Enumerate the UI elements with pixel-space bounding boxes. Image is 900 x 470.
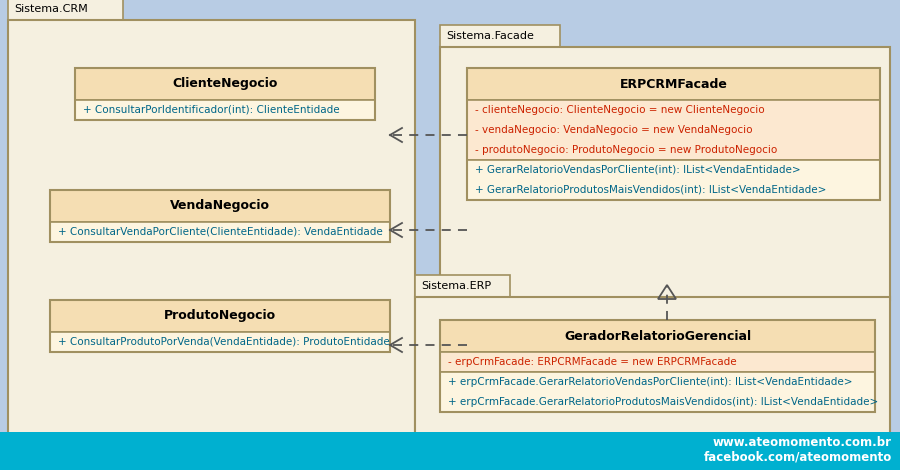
- Text: Sistema.Facade: Sistema.Facade: [446, 31, 534, 41]
- Bar: [50, 332, 390, 352]
- Text: - produtoNegocio: ProdutoNegocio = new ProdutoNegocio: - produtoNegocio: ProdutoNegocio = new P…: [475, 145, 778, 155]
- Bar: [8, 0, 123, 20]
- Bar: [440, 25, 560, 47]
- Text: ProdutoNegocio: ProdutoNegocio: [164, 310, 276, 322]
- Bar: [415, 275, 510, 297]
- Bar: [440, 47, 890, 300]
- Bar: [75, 68, 375, 120]
- Text: + ConsultarPorIdentificador(int): ClienteEntidade: + ConsultarPorIdentificador(int): Client…: [83, 105, 339, 115]
- Text: + GerarRelatorioVendasPorCliente(int): IList<VendaEntidade>: + GerarRelatorioVendasPorCliente(int): I…: [475, 165, 801, 175]
- Bar: [50, 300, 390, 352]
- Bar: [75, 100, 375, 120]
- Bar: [50, 190, 390, 242]
- Text: Sistema.CRM: Sistema.CRM: [14, 4, 88, 14]
- Bar: [467, 68, 880, 100]
- Text: ERPCRMFacade: ERPCRMFacade: [619, 78, 727, 91]
- Bar: [440, 320, 875, 412]
- Text: Sistema.ERP: Sistema.ERP: [421, 281, 491, 291]
- Text: + erpCrmFacade.GerarRelatorioVendasPorCliente(int): IList<VendaEntidade>: + erpCrmFacade.GerarRelatorioVendasPorCl…: [448, 377, 852, 387]
- Text: + ConsultarProdutoPorVenda(VendaEntidade): ProdutoEntidade: + ConsultarProdutoPorVenda(VendaEntidade…: [58, 337, 390, 347]
- Text: + ConsultarVendaPorCliente(ClienteEntidade): VendaEntidade: + ConsultarVendaPorCliente(ClienteEntida…: [58, 227, 382, 237]
- Bar: [50, 222, 390, 242]
- Bar: [440, 320, 875, 352]
- Bar: [75, 68, 375, 100]
- Text: - clienteNegocio: ClienteNegocio = new ClienteNegocio: - clienteNegocio: ClienteNegocio = new C…: [475, 105, 765, 115]
- Bar: [440, 352, 875, 372]
- Text: + erpCrmFacade.GerarRelatorioProdutosMaisVendidos(int): IList<VendaEntidade>: + erpCrmFacade.GerarRelatorioProdutosMai…: [448, 397, 878, 407]
- Bar: [467, 100, 880, 160]
- Bar: [415, 297, 890, 452]
- Bar: [440, 372, 875, 412]
- Bar: [50, 190, 390, 222]
- Bar: [467, 160, 880, 200]
- Bar: [50, 300, 390, 332]
- Text: VendaNegocio: VendaNegocio: [170, 199, 270, 212]
- Bar: [8, 20, 415, 445]
- Text: www.ateomomento.com.br: www.ateomomento.com.br: [713, 436, 892, 449]
- Bar: [0, 432, 900, 470]
- Text: GeradorRelatorioGerencial: GeradorRelatorioGerencial: [564, 329, 751, 343]
- Text: - erpCrmFacade: ERPCRMFacade = new ERPCRMFacade: - erpCrmFacade: ERPCRMFacade = new ERPCR…: [448, 357, 736, 367]
- Text: ClienteNegocio: ClienteNegocio: [172, 78, 278, 91]
- Text: facebook.com/ateomomento: facebook.com/ateomomento: [704, 450, 892, 463]
- Bar: [467, 68, 880, 200]
- Text: + GerarRelatorioProdutosMaisVendidos(int): IList<VendaEntidade>: + GerarRelatorioProdutosMaisVendidos(int…: [475, 185, 826, 195]
- Text: - vendaNegocio: VendaNegocio = new VendaNegocio: - vendaNegocio: VendaNegocio = new Venda…: [475, 125, 752, 135]
